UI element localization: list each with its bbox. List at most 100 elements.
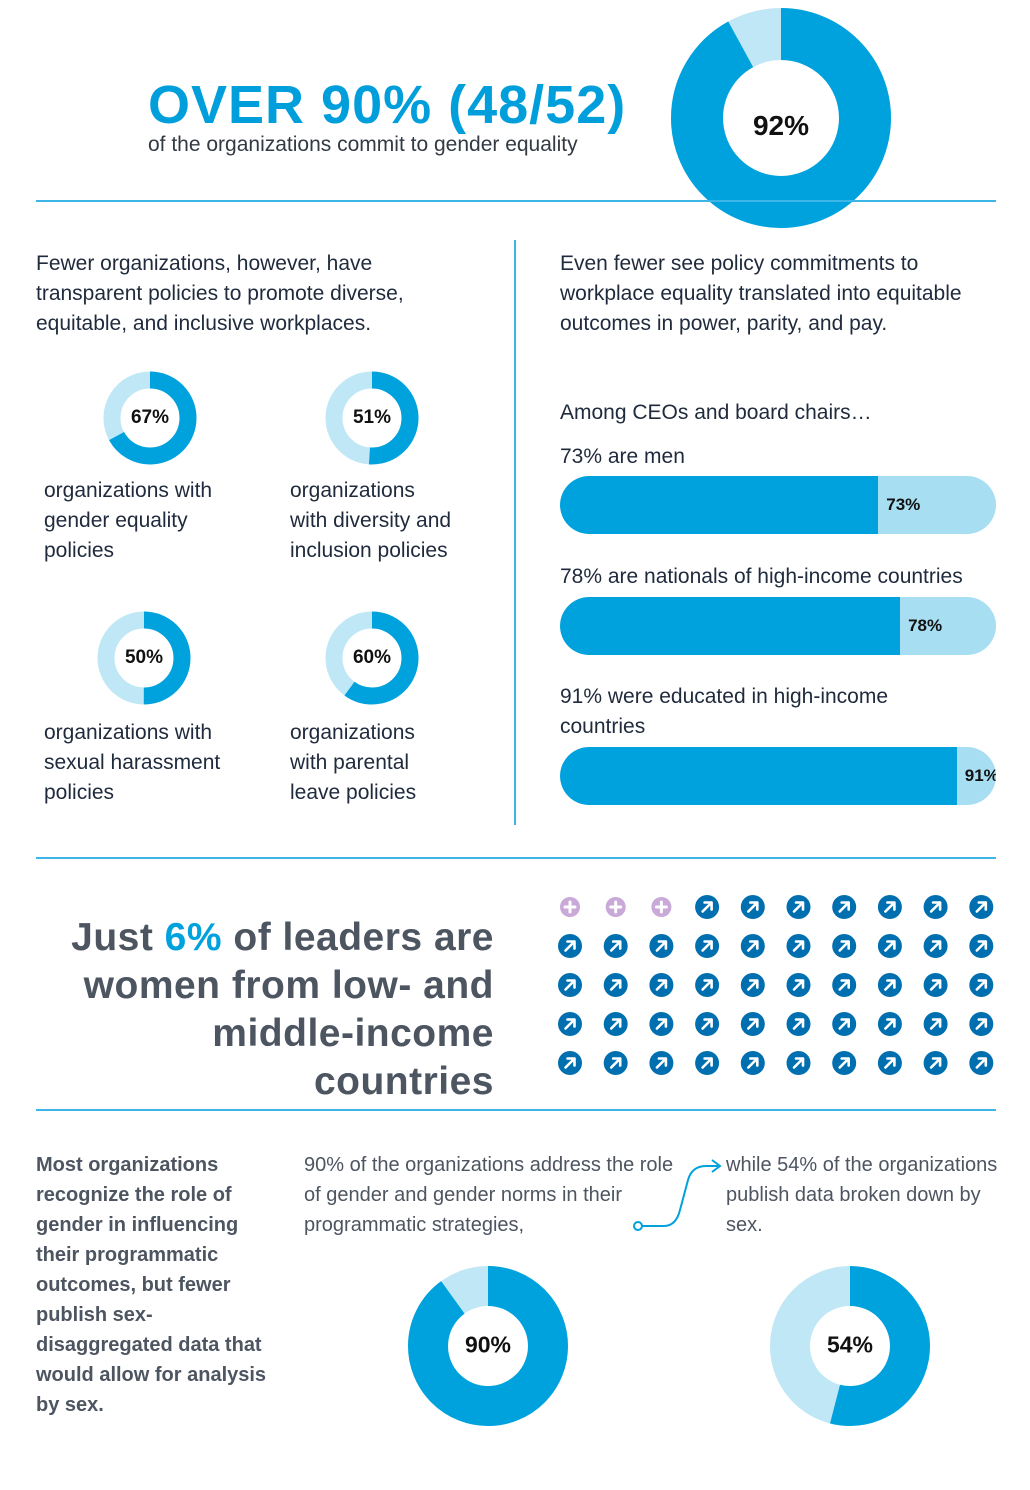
arrow-circle-icon <box>969 973 994 997</box>
arrow-circle-icon <box>786 1012 811 1036</box>
donut-chart-67 <box>103 371 197 465</box>
arrow-circle-icon <box>877 934 902 958</box>
arrow-circle-icon <box>695 1051 720 1075</box>
column-divider <box>514 240 516 825</box>
leaders-icon-grid <box>558 895 994 1075</box>
bar-1-label: 73% are men <box>560 445 685 468</box>
arrow-circle-icon <box>558 934 582 958</box>
donut-value-arc <box>103 371 197 465</box>
caption-parental-leave: organizations with parental leave polici… <box>290 718 510 808</box>
bar-1-value: 73% <box>886 495 921 514</box>
bar-3-fill <box>560 747 957 805</box>
donut-51-label: 51% <box>352 407 392 428</box>
arrow-circle-icon <box>695 973 720 997</box>
donut-90-label: 90% <box>464 1331 512 1358</box>
arrow-circle-icon <box>832 895 857 919</box>
arrow-circle-icon <box>603 1012 628 1036</box>
headline: OVER 90% (48/52) <box>148 75 627 135</box>
donut-value-arc <box>408 1266 568 1426</box>
donut-value-arc <box>671 8 891 228</box>
caption-line: organizations <box>290 479 415 502</box>
divider-3 <box>36 1109 996 1111</box>
arrow-circle-icon <box>740 934 765 958</box>
caption-line: with parental <box>290 751 410 774</box>
plus-circle-icon <box>651 897 672 917</box>
donut-chart-60 <box>325 611 419 705</box>
bar-2-label: 78% are nationals of high-income countri… <box>560 565 963 588</box>
subheadline: of the organizations commit to gender eq… <box>148 133 578 156</box>
arrow-circle-icon <box>969 1051 994 1075</box>
donut-chart-50 <box>97 611 191 705</box>
donut-value-arc <box>770 1266 930 1426</box>
caption-line: organizations with <box>44 479 213 502</box>
donut-60-label: 60% <box>352 647 392 668</box>
arrow-circle-icon <box>969 895 994 919</box>
arrow-circle-icon <box>786 973 811 997</box>
caption-line: organizations <box>290 721 415 744</box>
caption-line: gender equality <box>44 509 188 532</box>
arrow-circle-icon <box>558 1012 582 1036</box>
arrow-circle-icon <box>649 1051 674 1075</box>
arrow-circle-icon <box>740 895 765 919</box>
arrow-circle-icon <box>877 895 902 919</box>
caption-line: leave policies <box>290 781 417 804</box>
arrow-circle-icon <box>923 895 948 919</box>
bar-2-value: 78% <box>908 616 943 635</box>
arrow-circle-icon <box>786 934 811 958</box>
plus-circle-icon <box>560 897 580 917</box>
arrow-circle-icon <box>832 934 857 958</box>
plus-circle-icon <box>605 897 626 917</box>
donut-chart-92 <box>671 8 891 228</box>
donut-chart-54 <box>770 1266 930 1426</box>
caption-line: organizations with <box>44 721 213 744</box>
caption-harassment: organizations with sexual harassment pol… <box>44 718 264 808</box>
bar-3-label: 91% were educated in high-income countri… <box>560 685 889 738</box>
arrow-circle-icon <box>603 934 628 958</box>
divider-1 <box>36 200 996 202</box>
arrow-circle-icon <box>786 1051 811 1075</box>
bar-1-track: 73% <box>560 476 996 534</box>
donut-92-label: 92% <box>752 110 810 141</box>
arrow-circle-icon <box>786 895 811 919</box>
caption-line: with diversity and <box>290 509 452 532</box>
arrow-circle-icon <box>969 934 994 958</box>
donut-chart-51 <box>325 371 419 465</box>
caption-line: sexual harassment <box>44 751 221 774</box>
arrow-circle-icon <box>649 934 674 958</box>
donut-54-label: 54% <box>826 1331 874 1358</box>
leaders-post: of leaders are women from low- and middl… <box>83 916 494 1103</box>
bar-1-fill <box>560 476 879 534</box>
arrow-circle-icon <box>923 934 948 958</box>
arrow-circle-icon <box>740 1012 765 1036</box>
arrow-circle-icon <box>923 1012 948 1036</box>
donut-67-label: 67% <box>130 407 170 428</box>
arrow-circle-icon <box>603 973 628 997</box>
arrow-circle-icon <box>740 973 765 997</box>
left-intro: Fewer organizations, however, have trans… <box>36 252 404 335</box>
bottom-bold-text: Most organizations recognize the role of… <box>36 1154 267 1416</box>
arrow-circle-icon <box>603 1051 628 1075</box>
arrow-circle-icon <box>832 973 857 997</box>
arrow-circle-icon <box>740 1051 765 1075</box>
donut-chart-90 <box>408 1266 568 1426</box>
donut-50-label: 50% <box>124 647 164 668</box>
bar-3-track: 91% <box>560 747 996 805</box>
arrow-circle-icon <box>832 1051 857 1075</box>
leaders-statement: Just 6% of leaders are women from low- a… <box>30 914 494 1106</box>
bottom-mid-text: 90% of the organizations address the rol… <box>304 1154 674 1236</box>
arrow-circle-icon <box>923 973 948 997</box>
right-intro: Even fewer see policy commitments to wor… <box>560 252 962 335</box>
donut-value-arc <box>325 371 419 465</box>
arrow-circle-icon <box>695 1012 720 1036</box>
arrow-circle-icon <box>695 934 720 958</box>
arrow-circle-icon <box>558 1051 582 1075</box>
bar-3-value: 91% <box>964 766 996 785</box>
arrow-circle-icon <box>969 1012 994 1036</box>
leaders-highlight: 6% <box>164 916 223 959</box>
arrow-circle-icon <box>695 895 720 919</box>
leaders-pre: Just <box>71 916 165 959</box>
caption-gender-equality: organizations with gender equality polic… <box>44 476 264 566</box>
donut-value-arc <box>97 611 191 705</box>
bar-2-fill <box>560 597 901 655</box>
arrow-circle-icon <box>558 973 582 997</box>
